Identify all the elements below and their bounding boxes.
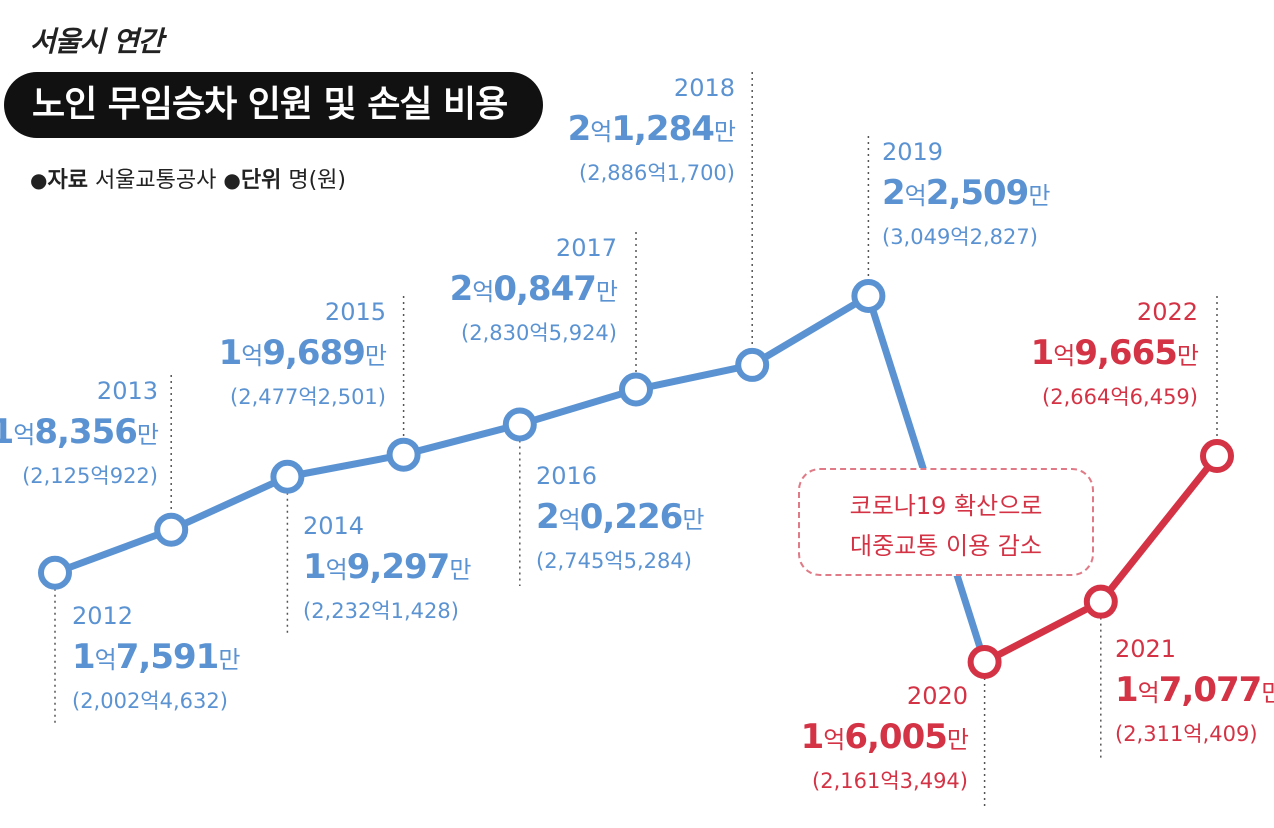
cost-label: (2,125억922) [22, 464, 158, 488]
cost-label: (2,664억6,459) [1042, 385, 1198, 409]
riders-label: 1억9,665만 [1031, 333, 1199, 373]
chart-title: 노인 무임승차 인원 및 손실 비용 [4, 72, 544, 138]
year-label: 2019 [882, 138, 943, 166]
year-label: 2020 [907, 682, 968, 710]
riders-label: 1억7,077만 [1115, 670, 1274, 710]
bullet-icon: ● [30, 168, 48, 192]
year-label: 2015 [325, 298, 386, 326]
riders-label: 1억9,297만 [303, 547, 471, 587]
chart-kicker: 서울시 연간 [30, 25, 164, 58]
annotation-line-2: 대중교통 이용 감소 [850, 532, 1042, 560]
data-point-2017 [619, 372, 653, 407]
year-label: 2022 [1137, 298, 1198, 326]
data-point-2016 [502, 407, 537, 442]
year-label: 2016 [536, 462, 597, 490]
data-point-2021 [1083, 584, 1118, 619]
data-point-2012 [38, 555, 72, 590]
data-point-2018 [735, 347, 770, 382]
cost-label: (2,161억3,494) [812, 769, 968, 793]
cost-label: (2,886억1,700) [579, 161, 735, 185]
cost-label: (2,002억4,632) [72, 689, 228, 713]
source-label: 자료 [47, 168, 88, 193]
riders-label: 2억1,284만 [568, 109, 736, 149]
data-point-2013 [154, 512, 189, 547]
cost-label: (2,745억5,284) [536, 549, 692, 573]
covid-annotation: 코로나19 확산으로 대중교통 이용 감소 [798, 468, 1094, 576]
year-label: 2013 [97, 377, 158, 405]
unit-value: 명(원) [288, 168, 346, 193]
data-point-2020 [967, 645, 1002, 679]
riders-label: 1억9,689만 [219, 333, 387, 373]
source-value: 서울교통공사 [94, 168, 217, 193]
riders-label: 2억0,226만 [536, 497, 704, 537]
year-label: 2018 [674, 74, 735, 102]
riders-label: 2억0,847만 [450, 269, 618, 309]
riders-label: 2억2,509만 [882, 173, 1050, 213]
data-point-2022 [1200, 439, 1234, 474]
data-point-2015 [386, 437, 421, 472]
unit-label: 단위 [240, 168, 282, 193]
riders-label: 1억8,356만 [0, 412, 159, 452]
cost-label: (2,232억1,428) [303, 599, 459, 623]
cost-label: (2,311억,409) [1115, 722, 1258, 746]
year-label: 2017 [556, 234, 617, 262]
bullet-icon: ● [223, 168, 241, 192]
cost-label: (3,049억2,827) [882, 225, 1038, 249]
riders-label: 1억6,005만 [801, 717, 969, 757]
data-point-2019 [851, 279, 886, 313]
year-label: 2014 [303, 512, 364, 540]
riders-label: 1억7,591만 [72, 637, 240, 677]
annotation-line-1: 코로나19 확산으로 [849, 492, 1043, 520]
year-label: 2021 [1115, 635, 1176, 663]
cost-label: (2,477억2,501) [230, 385, 386, 409]
source-line: ●자료 서울교통공사 ●단위 명(원) [30, 162, 346, 194]
year-label: 2012 [72, 602, 133, 630]
data-point-2014 [270, 459, 305, 494]
cost-label: (2,830억5,924) [461, 321, 617, 345]
